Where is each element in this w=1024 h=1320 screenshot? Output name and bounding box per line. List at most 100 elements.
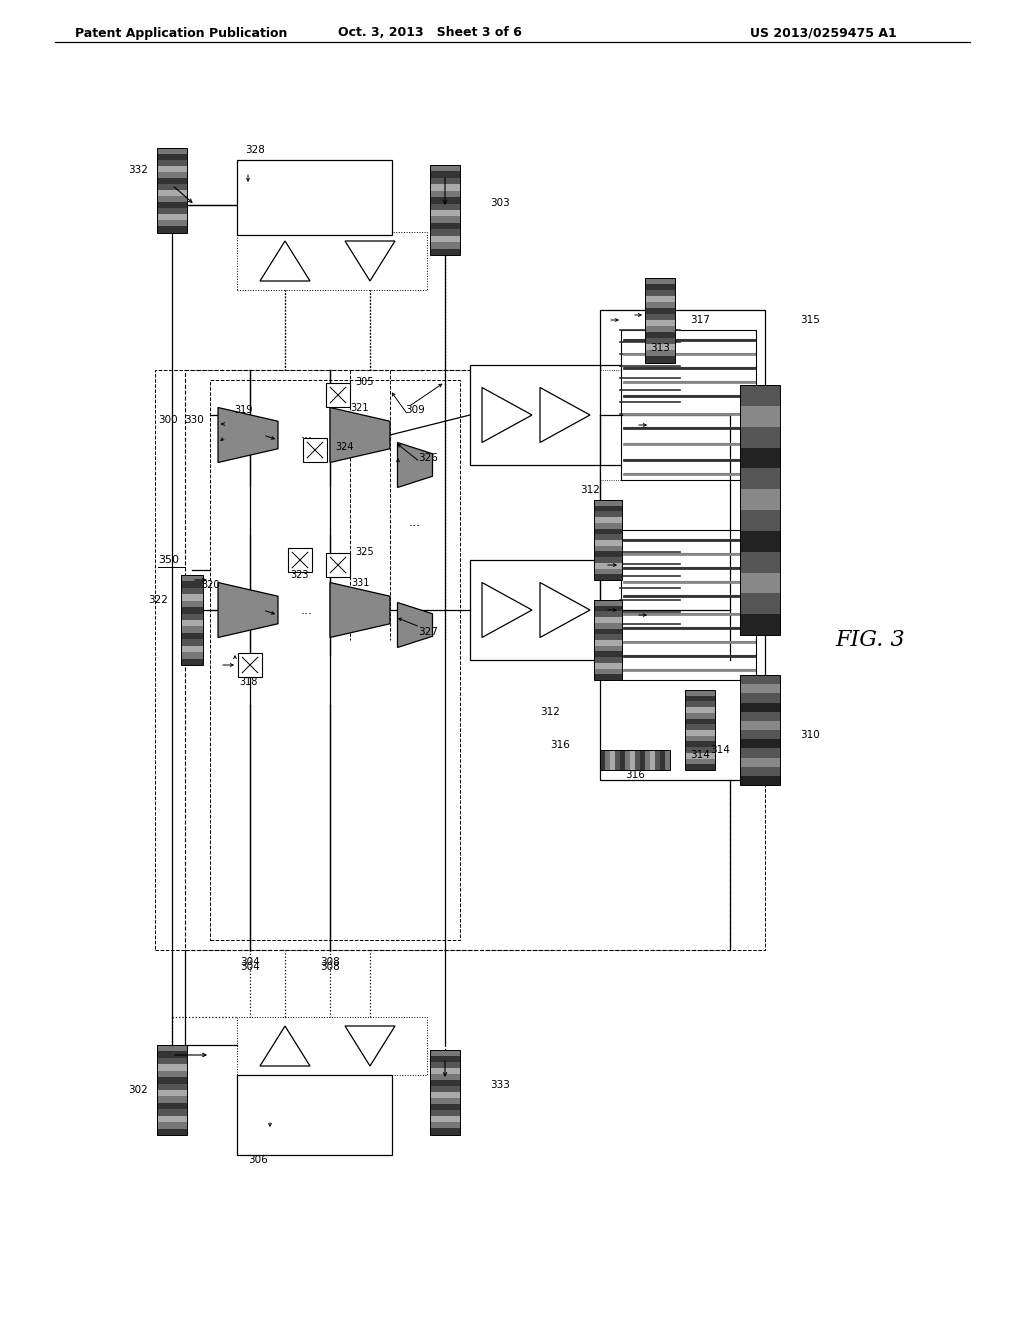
Bar <box>157 153 187 160</box>
Bar <box>621 330 756 480</box>
Bar <box>645 326 675 333</box>
Bar <box>430 248 460 255</box>
Text: 308: 308 <box>321 957 340 968</box>
Bar <box>594 511 622 517</box>
Bar <box>237 1016 427 1074</box>
Bar <box>594 562 622 569</box>
Text: 320: 320 <box>202 579 220 590</box>
Bar <box>430 190 460 197</box>
Bar <box>157 1122 187 1129</box>
Polygon shape <box>397 442 432 487</box>
Bar <box>740 675 780 785</box>
Bar <box>430 1117 460 1122</box>
Bar <box>685 696 715 701</box>
Bar <box>645 277 675 284</box>
Bar <box>237 1074 392 1155</box>
Bar <box>155 370 765 950</box>
Bar <box>157 1129 187 1135</box>
Text: 316: 316 <box>550 741 570 750</box>
Bar <box>635 750 640 770</box>
Bar <box>181 659 203 665</box>
Text: 309: 309 <box>406 405 425 414</box>
Bar <box>645 350 675 356</box>
Bar <box>600 750 670 770</box>
Bar <box>740 767 780 776</box>
Bar <box>303 438 327 462</box>
Text: 314: 314 <box>690 750 710 760</box>
Bar <box>640 750 645 770</box>
Bar <box>430 1092 460 1098</box>
Text: 326: 326 <box>418 453 438 463</box>
Bar <box>740 385 780 635</box>
Bar <box>600 570 635 680</box>
Bar <box>645 750 650 770</box>
Text: 324: 324 <box>335 442 353 451</box>
Bar <box>594 663 622 668</box>
Bar <box>157 1064 187 1071</box>
Bar <box>157 197 187 202</box>
Bar <box>740 702 780 711</box>
Bar <box>430 1073 460 1080</box>
Bar <box>740 385 780 405</box>
Bar <box>740 758 780 767</box>
Bar <box>157 214 187 220</box>
Bar <box>181 594 203 601</box>
Bar <box>181 576 203 581</box>
Text: 323: 323 <box>291 570 309 579</box>
Polygon shape <box>260 242 310 281</box>
Bar <box>594 611 622 618</box>
Bar <box>181 614 203 620</box>
Text: 327: 327 <box>418 627 438 638</box>
Bar <box>685 752 715 759</box>
Bar <box>181 645 203 652</box>
Bar <box>594 500 622 506</box>
Bar <box>594 601 622 680</box>
Bar <box>740 469 780 490</box>
Polygon shape <box>397 602 432 648</box>
Bar <box>157 1102 187 1109</box>
Bar <box>600 370 635 480</box>
Bar <box>645 308 675 314</box>
Bar <box>740 721 780 730</box>
Bar <box>430 1129 460 1134</box>
Bar <box>645 319 675 326</box>
Bar <box>645 338 675 345</box>
Bar <box>645 333 675 338</box>
Bar <box>594 574 622 579</box>
Bar <box>430 185 460 190</box>
Bar <box>181 639 203 645</box>
Bar <box>660 750 665 770</box>
Text: 306: 306 <box>248 1155 267 1166</box>
Bar <box>157 1045 187 1135</box>
Bar <box>685 690 715 770</box>
Bar <box>740 426 780 447</box>
Polygon shape <box>330 582 390 638</box>
Bar <box>740 531 780 552</box>
Polygon shape <box>330 408 390 462</box>
Bar <box>685 718 715 725</box>
Bar <box>210 380 460 940</box>
Bar <box>430 1086 460 1092</box>
Polygon shape <box>540 388 590 442</box>
Bar <box>630 750 635 770</box>
Bar <box>430 1104 460 1110</box>
Bar <box>655 750 660 770</box>
Bar <box>157 160 187 166</box>
Bar <box>181 576 203 665</box>
Bar <box>430 178 460 185</box>
Text: 316: 316 <box>625 770 645 780</box>
Polygon shape <box>482 388 532 442</box>
Bar <box>157 172 187 178</box>
Bar <box>685 730 715 735</box>
Text: 302: 302 <box>128 1085 148 1096</box>
Bar <box>645 356 675 363</box>
Text: 319: 319 <box>234 405 252 414</box>
Bar <box>594 517 622 523</box>
Bar <box>430 1049 460 1134</box>
Bar <box>645 314 675 319</box>
Bar <box>594 675 622 680</box>
Bar <box>594 506 622 511</box>
Text: 321: 321 <box>351 403 370 413</box>
Bar <box>594 569 622 574</box>
Polygon shape <box>345 242 395 281</box>
